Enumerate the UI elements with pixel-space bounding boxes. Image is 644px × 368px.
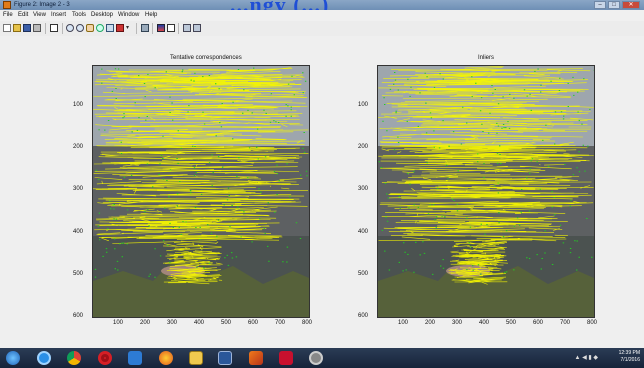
pan-icon[interactable] — [86, 24, 94, 32]
minimize-button[interactable]: – — [594, 1, 606, 9]
y-tick-label: 300 — [73, 186, 84, 192]
y-tick-label: 500 — [73, 271, 84, 277]
y-tick-label: 200 — [73, 144, 84, 150]
data-cursor-icon[interactable] — [106, 24, 114, 32]
opera-icon[interactable] — [98, 351, 112, 365]
menu-desktop[interactable]: Desktop — [91, 12, 114, 18]
maximize-button[interactable]: □ — [608, 1, 620, 9]
firefox-icon[interactable] — [159, 351, 173, 365]
zoom-in-icon[interactable] — [66, 24, 74, 32]
x-tick-label: 800 — [302, 320, 313, 326]
x-tick-label: 500 — [221, 320, 232, 326]
x-tick-label: 200 — [425, 320, 436, 326]
brush-icon[interactable] — [116, 24, 124, 32]
acrobat-icon[interactable] — [279, 351, 293, 365]
word-icon[interactable] — [218, 351, 232, 365]
menu-edit[interactable]: Edit — [18, 12, 29, 18]
show-plot-tools-icon[interactable] — [193, 24, 201, 32]
start-button-icon[interactable] — [6, 351, 20, 365]
x-tick-label: 700 — [560, 320, 571, 326]
windows-taskbar: ▲ ◀ ▮ ◆ 12:39 PM 7/1/2016 — [0, 348, 644, 368]
x-tick-label: 400 — [479, 320, 490, 326]
media-player-icon[interactable] — [128, 351, 142, 365]
y-tick-label: 100 — [358, 102, 369, 108]
x-tick-label: 500 — [506, 320, 517, 326]
y-tick-label: 600 — [73, 313, 84, 319]
x-tick-label: 800 — [587, 320, 598, 326]
menu-help[interactable]: Help — [145, 12, 158, 18]
x-tick-label: 200 — [140, 320, 151, 326]
open-folder-icon[interactable] — [13, 24, 21, 32]
menu-bar: File Edit View Insert Tools Desktop Wind… — [0, 10, 644, 21]
y-tick-label: 300 — [358, 186, 369, 192]
link-icon[interactable] — [141, 24, 149, 32]
print-icon[interactable] — [33, 24, 41, 32]
window-title-bar: Figure 2: Image 2 - 3 ...ngy (...) – □ ✕ — [0, 0, 644, 17]
rotate-icon[interactable] — [96, 24, 104, 32]
x-tick-label: 700 — [275, 320, 286, 326]
x-tick-label: 600 — [248, 320, 259, 326]
y-tick-label: 200 — [358, 144, 369, 150]
figure-canvas: Tentative correspondences 100 200 300 40… — [0, 36, 644, 348]
chrome-icon[interactable] — [67, 351, 81, 365]
window-title: Figure 2: Image 2 - 3 — [14, 2, 70, 8]
close-button[interactable]: ✕ — [622, 1, 640, 9]
menu-window[interactable]: Window — [118, 12, 140, 18]
menu-tools[interactable]: Tools — [72, 12, 87, 18]
x-tick-label: 100 — [398, 320, 409, 326]
x-tick-label: 400 — [194, 320, 205, 326]
x-tick-label: 300 — [167, 320, 178, 326]
tentative-correspondences-image — [92, 65, 310, 318]
legend-icon[interactable] — [167, 24, 175, 32]
x-tick-label: 300 — [452, 320, 463, 326]
hide-plot-tools-icon[interactable] — [183, 24, 191, 32]
file-explorer-icon[interactable] — [189, 351, 203, 365]
clock-time: 12:39 PM — [618, 350, 640, 356]
y-tick-label: 500 — [358, 271, 369, 277]
system-clock[interactable]: 12:39 PM 7/1/2016 — [619, 350, 640, 364]
matched-features-image — [378, 66, 594, 317]
menu-file[interactable]: File — [3, 12, 13, 18]
pointer-icon[interactable] — [50, 24, 58, 32]
clock-date: 7/1/2016 — [620, 357, 640, 363]
inliers-image — [377, 65, 595, 318]
plot-title-right: Inliers — [478, 55, 495, 61]
matlab-icon[interactable] — [249, 351, 263, 365]
colorbar-icon[interactable] — [157, 24, 165, 32]
menu-insert[interactable]: Insert — [51, 12, 67, 18]
system-tray-icons[interactable]: ▲ ◀ ▮ ◆ — [574, 355, 598, 361]
new-file-icon[interactable] — [3, 24, 11, 32]
x-tick-label: 100 — [113, 320, 124, 326]
internet-explorer-icon[interactable] — [37, 351, 51, 365]
y-tick-label: 100 — [73, 102, 84, 108]
x-tick-label: 600 — [533, 320, 544, 326]
y-tick-label: 600 — [358, 313, 369, 319]
matched-features-image — [93, 66, 309, 317]
chevron-down-icon[interactable]: ▾ — [126, 25, 130, 31]
plot-title-left: Tentative correspondences — [170, 55, 242, 61]
y-tick-label: 400 — [358, 229, 369, 235]
camera-icon[interactable] — [309, 351, 323, 365]
matlab-figure-icon — [3, 1, 11, 9]
menu-view[interactable]: View — [33, 12, 46, 18]
y-tick-label: 400 — [73, 229, 84, 235]
save-icon[interactable] — [23, 24, 31, 32]
figure-toolbar: ▾ — [0, 21, 644, 37]
zoom-out-icon[interactable] — [76, 24, 84, 32]
